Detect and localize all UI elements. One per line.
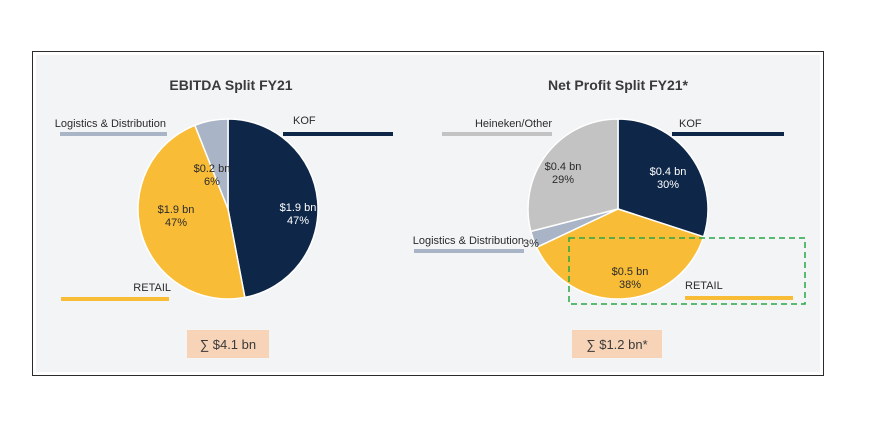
pie-slice-1-3 [527, 118, 619, 233]
slice-amount-label-1-3: $0.4 bn [545, 161, 582, 173]
chart-title-0: EBITDA Split FY21 [169, 77, 292, 93]
slice-amount-label-0-2: $0.2 bn [194, 163, 231, 175]
total-box-1 [572, 330, 662, 358]
slice-category-label-1-0: KOF [679, 118, 702, 130]
retail-highlight-box [568, 237, 806, 305]
slice-category-label-1-3: Heineken/Other [475, 118, 552, 130]
slide-frame: EBITDA Split FY21 $1.9 bn 47% KOF $1.9 bn 47%… [32, 51, 824, 376]
slice-category-label-0-2: Logistics & Distribution [55, 118, 166, 130]
slice-amount-label-1-0: $0.4 bn [650, 166, 687, 178]
pie-slice-0-0 [227, 118, 319, 299]
slice-percent-label-1-1: 38% [619, 279, 641, 291]
pie-slice-1-0 [617, 118, 709, 238]
slice-category-label-1-2: Logistics & Distribution [413, 235, 524, 247]
slice-amount-label-1-1: $0.5 bn [612, 266, 649, 278]
slice-percent-label-0-1: 47% [165, 217, 187, 229]
pie-slice-1-1 [535, 208, 705, 300]
slice-percent-label-1-3: 29% [552, 174, 574, 186]
total-label-0: ∑ $4.1 bn [200, 337, 256, 352]
slice-percent-label-0-2: 6% [204, 176, 220, 188]
total-label-1: ∑ $1.2 bn* [586, 337, 647, 352]
slice-category-label-0-0: KOF [293, 115, 316, 127]
pie-slice-0-2 [193, 118, 229, 210]
slice-percent-label-1-2: 3% [523, 238, 539, 250]
pie-slice-0-1 [137, 124, 246, 300]
slice-amount-label-0-0: $1.9 bn [280, 202, 317, 214]
slice-category-label-1-1: RETAIL [685, 280, 723, 292]
slice-category-label-0-1: RETAIL [133, 282, 171, 294]
chart-title-1: Net Profit Split FY21* [548, 77, 689, 93]
slice-amount-label-0-1: $1.9 bn [158, 204, 195, 216]
slice-percent-label-0-0: 47% [287, 215, 309, 227]
chart-panel: EBITDA Split FY21 $1.9 bn 47% KOF $1.9 bn 47%… [36, 55, 820, 372]
total-box-0 [187, 330, 269, 358]
slice-percent-label-1-0: 30% [657, 179, 679, 191]
